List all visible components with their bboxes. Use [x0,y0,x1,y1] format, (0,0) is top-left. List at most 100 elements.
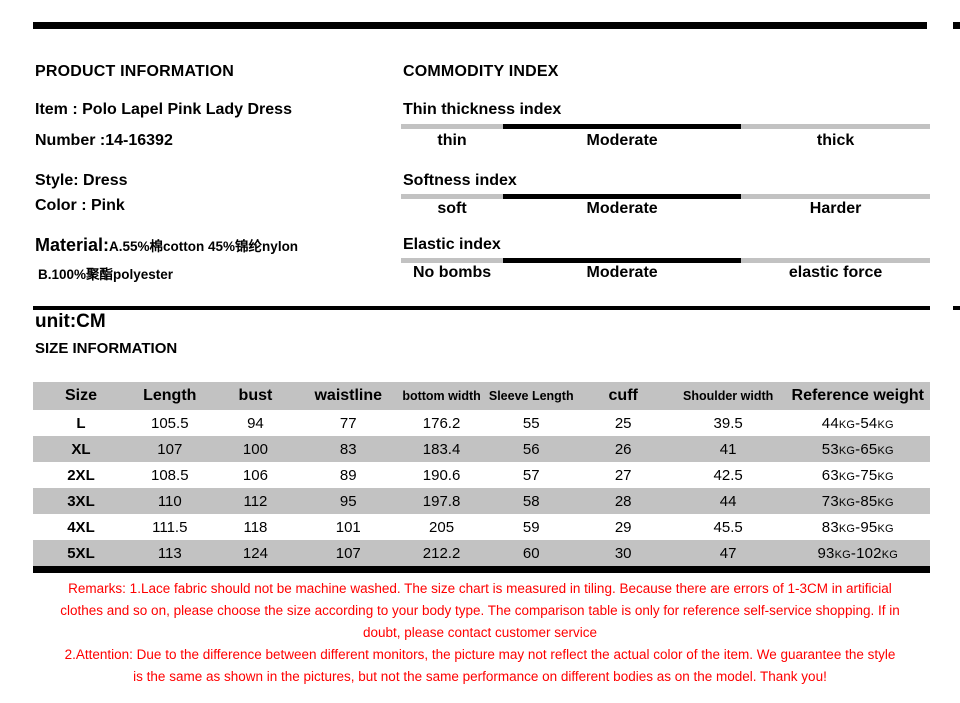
header-sleeve-length: Sleeve Length [488,389,574,403]
elastic-high-label: elastic force [788,264,883,281]
table-row: 3XL 110 112 95 197.8 58 28 44 73kg-85kg [33,488,930,514]
thickness-high-label: thick [816,132,855,149]
value-cell: 93kg-102kg [817,544,899,562]
value-cell: 107 [157,440,183,458]
header-waistline: waistline [314,387,383,404]
value-cell: 118 [243,518,268,536]
value-cell: 44 [719,492,737,510]
product-item: Item : Polo Lapel Pink Lady Dress [35,101,292,118]
value-cell: 42.5 [713,466,743,484]
size-cell: 2XL [67,466,95,484]
value-cell: 101 [335,518,361,536]
value-cell: 108.5 [151,466,189,484]
size-table-body: L 105.5 94 77 176.2 55 25 39.5 44kg-54kg XL 107 100… [33,410,930,566]
value-cell: 47 [719,544,737,562]
size-table: Size Length bust waistline bottom width … [33,382,930,566]
value-cell: 26 [614,440,632,458]
softness-index-bar [401,194,930,199]
thickness-low-label: thin [437,132,467,149]
elastic-index-bar [401,258,930,263]
header-length: Length [143,387,197,404]
product-number: Number :14-16392 [35,132,173,149]
value-cell: 212.2 [422,544,461,562]
softness-index-name: Softness index [403,172,517,189]
value-cell: 30 [614,544,632,562]
value-cell: 183.4 [422,440,461,458]
size-cell: 3XL [67,492,95,510]
value-cell: 45.5 [713,518,743,536]
table-row: 5XL 113 124 107 212.2 60 30 47 93kg-102kg [33,540,930,566]
value-cell: 58 [522,492,540,510]
table-row: XL 107 100 83 183.4 56 26 41 53kg-65kg [33,436,930,462]
softness-index-bar-fill [503,194,742,199]
value-cell: 73kg-85kg [821,492,894,510]
value-cell: 57 [522,466,540,484]
mid-divider [33,306,930,310]
table-header-row: Size Length bust waistline bottom width … [33,382,930,410]
value-cell: 107 [335,544,361,562]
commodity-index-title: COMMODITY INDEX [403,63,559,80]
value-cell: 94 [247,414,264,432]
elastic-index-labels: No bombs Moderate elastic force [401,264,930,282]
remarks-line: is the same as shown in the pictures, bu… [133,669,827,684]
value-cell: 89 [339,466,357,484]
value-cell: 83kg-95kg [821,518,894,536]
top-divider [33,22,927,29]
value-cell: 112 [243,492,268,510]
thickness-index-name: Thin thickness index [403,101,562,118]
value-cell: 106 [242,466,268,484]
value-cell: 190.6 [422,466,461,484]
value-cell: 27 [614,466,632,484]
table-row: L 105.5 94 77 176.2 55 25 39.5 44kg-54kg [33,410,930,436]
thickness-index-labels: thin Moderate thick [401,132,930,150]
softness-index-labels: soft Moderate Harder [401,200,930,218]
elastic-index-bar-fill [503,258,742,263]
remarks-line: 2.Attention: Due to the difference betwe… [64,647,896,662]
value-cell: 41 [719,440,737,458]
value-cell: 105.5 [151,414,189,432]
value-cell: 60 [522,544,540,562]
elastic-mid-label: Moderate [586,264,658,281]
value-cell: 100 [242,440,268,458]
thickness-mid-label: Moderate [586,132,658,149]
value-cell: 113 [157,544,182,562]
size-information-title: SIZE INFORMATION [35,340,178,357]
value-cell: 176.2 [422,414,461,432]
softness-high-label: Harder [809,200,862,217]
value-cell: 29 [614,518,632,536]
value-cell: 124 [242,544,268,562]
thickness-index-bar [401,124,930,129]
product-material-b: B.100%聚酯polyester [38,267,174,282]
softness-mid-label: Moderate [586,200,658,217]
value-cell: 83 [339,440,357,458]
value-cell: 110 [157,492,182,510]
header-bust: bust [238,387,273,404]
product-style: Style: Dress [35,172,128,189]
value-cell: 53kg-65kg [821,440,894,458]
value-cell: 59 [522,518,540,536]
size-cell: 5XL [67,544,95,562]
value-cell: 56 [522,440,540,458]
value-cell: 111.5 [152,518,188,536]
value-cell: 25 [614,414,632,432]
elastic-low-label: No bombs [412,264,492,281]
product-color: Color : Pink [35,197,125,214]
value-cell: 39.5 [713,414,743,432]
material-a: A.55%棉cotton 45%锦纶nylon [109,239,299,254]
value-cell: 28 [614,492,632,510]
value-cell: 77 [339,414,357,432]
remarks-line: doubt, please contact customer service [362,625,598,640]
product-material: Material: A.55%棉cotton 45%锦纶nylon [35,235,298,256]
size-cell: L [76,414,86,432]
value-cell: 44kg-54kg [821,414,894,432]
unit-label: unit:CM [35,311,106,332]
remarks-line: clothes and so on, please choose the siz… [60,603,900,618]
remarks: Remarks: 1.Lace fabric should not be mac… [0,578,960,688]
mid-divider-stub [953,306,960,310]
value-cell: 197.8 [422,492,461,510]
top-divider-stub [953,22,960,29]
header-shoulder-width: Shoulder width [682,389,774,403]
table-bottom-divider [33,566,930,573]
header-bottom-width: bottom width [402,389,481,403]
remarks-line: Remarks: 1.Lace fabric should not be mac… [68,581,892,596]
